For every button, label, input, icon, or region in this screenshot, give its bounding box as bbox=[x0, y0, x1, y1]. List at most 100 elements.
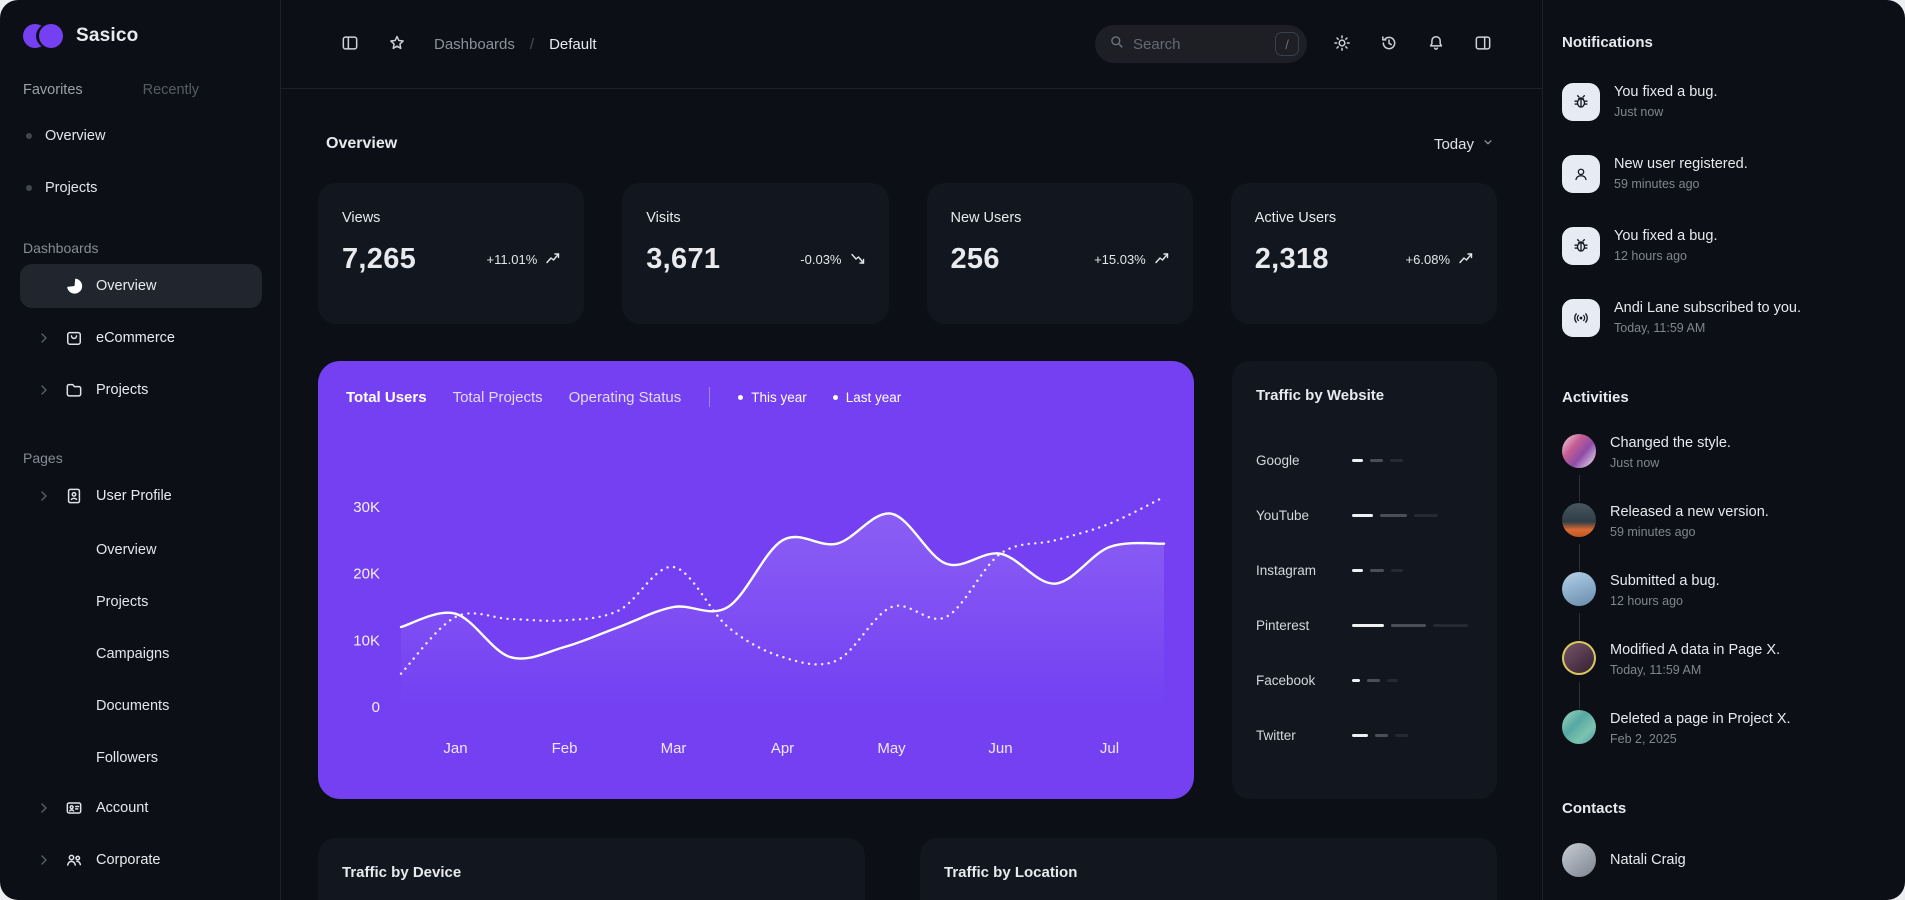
svg-text:30K: 30K bbox=[353, 499, 380, 516]
bug-icon bbox=[1562, 227, 1600, 265]
traffic-row-google[interactable]: Google bbox=[1256, 450, 1473, 470]
traffic-bar-segment bbox=[1352, 733, 1368, 737]
contact-item[interactable]: Natali Craig bbox=[1562, 843, 1881, 877]
activity-item[interactable]: Released a new version. 59 minutes ago bbox=[1562, 503, 1881, 571]
traffic-by-location-card[interactable]: Traffic by Location bbox=[920, 838, 1497, 900]
panel-right-toggle-button[interactable] bbox=[1470, 31, 1496, 57]
tab-recently[interactable]: Recently bbox=[142, 82, 200, 98]
notification-item[interactable]: You fixed a bug. 12 hours ago bbox=[1562, 227, 1881, 265]
avatar bbox=[1562, 503, 1596, 537]
notification-item[interactable]: New user registered. 59 minutes ago bbox=[1562, 155, 1881, 193]
logo[interactable]: Sasico bbox=[20, 16, 262, 56]
sidebar-subitem-projects[interactable]: Projects bbox=[20, 582, 262, 622]
sidebar-item-ecommerce[interactable]: eCommerce bbox=[20, 316, 262, 360]
chevron-right-icon bbox=[36, 382, 64, 398]
stat-cards: Views 7,265 +11.01% Visits 3,671 -0.03% … bbox=[318, 183, 1497, 324]
bell-icon bbox=[1426, 33, 1446, 56]
sidebar-item-user-profile[interactable]: User Profile bbox=[20, 474, 262, 518]
site-label: Instagram bbox=[1256, 562, 1317, 578]
notifications-list: You fixed a bug. Just now New user regist… bbox=[1562, 83, 1881, 337]
panel-left-toggle-button[interactable] bbox=[337, 31, 363, 57]
traffic-bar bbox=[1352, 513, 1438, 517]
sidebar-subitem-campaigns[interactable]: Campaigns bbox=[20, 634, 262, 674]
legend-this-year[interactable]: This year bbox=[738, 390, 807, 405]
legend-last-year[interactable]: Last year bbox=[832, 390, 901, 405]
traffic-row-instagram[interactable]: Instagram bbox=[1256, 560, 1473, 580]
contacts-title: Contacts bbox=[1562, 800, 1627, 817]
traffic-bar-segment bbox=[1370, 568, 1384, 572]
activity-item[interactable]: Changed the style. Just now bbox=[1562, 434, 1881, 502]
traffic-bar-segment bbox=[1352, 458, 1363, 462]
traffic-bar-segment bbox=[1380, 513, 1407, 517]
svg-text:Apr: Apr bbox=[771, 740, 794, 757]
traffic-row-facebook[interactable]: Facebook bbox=[1256, 670, 1473, 690]
legend-dot-icon bbox=[738, 394, 744, 400]
toolbar-icons bbox=[1329, 31, 1496, 57]
tab-total-projects[interactable]: Total Projects bbox=[452, 388, 543, 406]
history-button[interactable] bbox=[1376, 31, 1402, 57]
period-dropdown[interactable]: Today bbox=[1434, 135, 1495, 153]
activity-time: Just now bbox=[1610, 456, 1660, 470]
traffic-row-youtube[interactable]: YouTube bbox=[1256, 505, 1473, 525]
sidebar-item-dashboards-overview[interactable]: Overview bbox=[20, 264, 262, 308]
svg-text:May: May bbox=[877, 740, 906, 757]
stat-value: 7,265 bbox=[342, 243, 417, 275]
tab-total-users[interactable]: Total Users bbox=[346, 388, 427, 406]
sidebar-subitem-documents[interactable]: Documents bbox=[20, 686, 262, 726]
nav-item-label: Projects bbox=[96, 594, 149, 610]
stat-value: 2,318 bbox=[1254, 243, 1329, 275]
stat-card-visits[interactable]: Visits 3,671 -0.03% bbox=[622, 183, 889, 324]
notifications-button[interactable] bbox=[1423, 31, 1449, 57]
notification-text: You fixed a bug. bbox=[1614, 84, 1718, 100]
stat-label: Active Users bbox=[1254, 210, 1337, 226]
timeline-connector bbox=[1579, 475, 1580, 502]
search-icon bbox=[1108, 33, 1125, 55]
sidebar-item-projects[interactable]: Projects bbox=[20, 368, 262, 412]
traffic-bar-segment bbox=[1395, 733, 1408, 737]
search-shortcut-key: / bbox=[1275, 32, 1299, 56]
notification-item[interactable]: Andi Lane subscribed to you. Today, 11:59… bbox=[1562, 299, 1881, 337]
tab-favorites[interactable]: Favorites bbox=[23, 82, 83, 98]
breadcrumb-current[interactable]: Default bbox=[549, 35, 597, 53]
stat-card-active-users[interactable]: Active Users 2,318 +6.08% bbox=[1230, 183, 1497, 324]
notification-text: New user registered. bbox=[1614, 156, 1748, 172]
traffic-bar-segment bbox=[1414, 513, 1438, 517]
nav-item-label: Overview bbox=[96, 542, 157, 558]
notification-text: You fixed a bug. bbox=[1614, 228, 1718, 244]
nav-item-label: User Profile bbox=[96, 488, 172, 504]
activity-item[interactable]: Deleted a page in Project X. Feb 2, 2025 bbox=[1562, 710, 1881, 746]
breadcrumb-section[interactable]: Dashboards bbox=[434, 35, 515, 53]
activity-item[interactable]: Modified A data in Page X. Today, 11:59 A… bbox=[1562, 641, 1881, 709]
avatar bbox=[1562, 572, 1596, 606]
sidebar-tabs: Favorites Recently bbox=[23, 82, 262, 98]
sidebar-item-account[interactable]: Account bbox=[20, 786, 262, 830]
activity-item[interactable]: Submitted a bug. 12 hours ago bbox=[1562, 572, 1881, 640]
sidebar-subitem-followers[interactable]: Followers bbox=[20, 738, 262, 778]
sidebar-item-overview-favorite[interactable]: Overview bbox=[26, 122, 262, 150]
traffic-bar-segment bbox=[1352, 678, 1360, 682]
favorite-star-button[interactable] bbox=[384, 31, 410, 57]
traffic-row-pinterest[interactable]: Pinterest bbox=[1256, 615, 1473, 635]
notification-item[interactable]: You fixed a bug. Just now bbox=[1562, 83, 1881, 121]
tab-operating-status[interactable]: Operating Status bbox=[568, 388, 682, 406]
svg-text:Mar: Mar bbox=[661, 740, 687, 757]
timeline-connector bbox=[1579, 544, 1580, 571]
traffic-row-twitter[interactable]: Twitter bbox=[1256, 725, 1473, 745]
stat-card-new-users[interactable]: New Users 256 +15.03% bbox=[926, 183, 1193, 324]
stat-card-views[interactable]: Views 7,265 +11.01% bbox=[318, 183, 585, 324]
nav-item-label: Corporate bbox=[96, 852, 161, 868]
theme-toggle-button[interactable] bbox=[1329, 31, 1355, 57]
search-input[interactable] bbox=[1133, 35, 1267, 53]
chevron-right-icon bbox=[36, 852, 64, 868]
sidebar-item-corporate[interactable]: Corporate bbox=[20, 838, 262, 882]
search-box[interactable]: / bbox=[1095, 25, 1307, 63]
section-label-dashboards: Dashboards bbox=[23, 240, 99, 256]
logo-text: Sasico bbox=[76, 25, 139, 46]
trend-down-icon bbox=[850, 252, 865, 268]
activity-text: Deleted a page in Project X. bbox=[1610, 711, 1791, 727]
traffic-by-device-card[interactable]: Traffic by Device bbox=[318, 838, 865, 900]
notification-time: Just now bbox=[1614, 105, 1664, 119]
sidebar-subitem-overview[interactable]: Overview bbox=[20, 530, 262, 570]
sidebar-item-projects-favorite[interactable]: Projects bbox=[26, 174, 262, 202]
